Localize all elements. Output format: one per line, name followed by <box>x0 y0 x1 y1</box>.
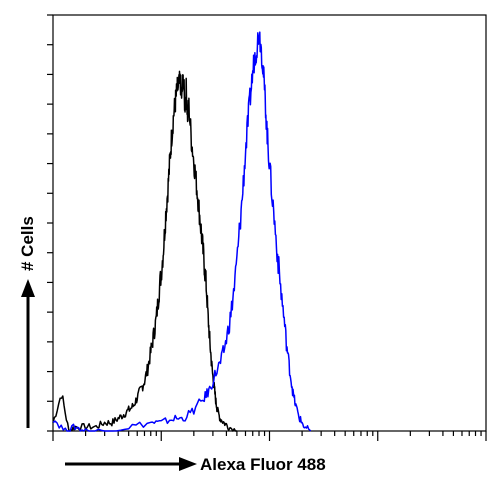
x-axis-arrow <box>65 457 197 471</box>
y-axis-arrow <box>21 279 35 428</box>
y-axis-label: # Cells <box>18 216 37 271</box>
x-axis-ticks <box>52 431 487 441</box>
y-axis-ticks <box>47 14 53 432</box>
plot-frame <box>52 14 487 432</box>
series-line-2 <box>52 31 312 432</box>
series-line-1 <box>52 70 237 432</box>
series-layer <box>52 31 312 432</box>
x-axis-label: Alexa Fluor 488 <box>200 455 326 474</box>
